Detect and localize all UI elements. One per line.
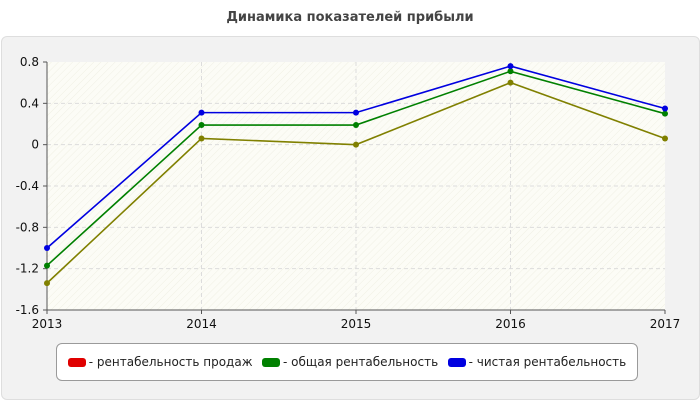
y-tick-label: -0.8 xyxy=(16,220,39,234)
x-tick-label: 2014 xyxy=(186,317,217,331)
data-point xyxy=(198,135,205,142)
data-point xyxy=(507,68,514,75)
legend-swatch xyxy=(262,357,281,367)
data-point xyxy=(662,110,668,117)
data-point xyxy=(507,79,514,86)
legend-swatch xyxy=(67,357,86,367)
legend-swatch xyxy=(447,357,466,367)
data-point xyxy=(198,122,205,129)
legend-label: - рентабельность продаж xyxy=(88,355,253,369)
data-point xyxy=(44,245,50,251)
data-point xyxy=(353,141,359,148)
data-point xyxy=(662,135,668,142)
y-tick-label: 0.4 xyxy=(20,96,39,110)
data-point xyxy=(353,122,359,129)
legend-label: - общая рентабельность xyxy=(283,355,439,369)
x-tick-label: 2013 xyxy=(32,317,63,331)
x-tick-label: 2016 xyxy=(495,317,526,331)
data-point xyxy=(662,105,668,112)
data-point xyxy=(198,109,205,116)
y-tick-label: -1.2 xyxy=(16,262,39,276)
data-point xyxy=(353,109,359,116)
legend-label: - чистая рентабельность xyxy=(468,355,627,369)
y-tick-label: -0.4 xyxy=(16,179,39,193)
y-tick-label: 0 xyxy=(31,138,39,152)
data-point xyxy=(44,280,50,287)
x-tick-label: 2017 xyxy=(650,317,681,331)
legend: - рентабельность продаж - общая рентабель… xyxy=(56,343,638,381)
legend-item-0[interactable]: - рентабельность продаж xyxy=(67,355,253,369)
y-tick-label: 0.8 xyxy=(20,55,39,69)
data-point xyxy=(507,63,514,70)
y-tick-label: -1.6 xyxy=(16,303,39,317)
data-point xyxy=(44,262,50,269)
chart-title: Динамика показателей прибыли xyxy=(226,10,474,25)
x-tick-label: 2015 xyxy=(341,317,372,331)
legend-item-1[interactable]: - общая рентабельность xyxy=(262,355,438,369)
legend-item-2[interactable]: - чистая рентабельность xyxy=(447,355,627,369)
